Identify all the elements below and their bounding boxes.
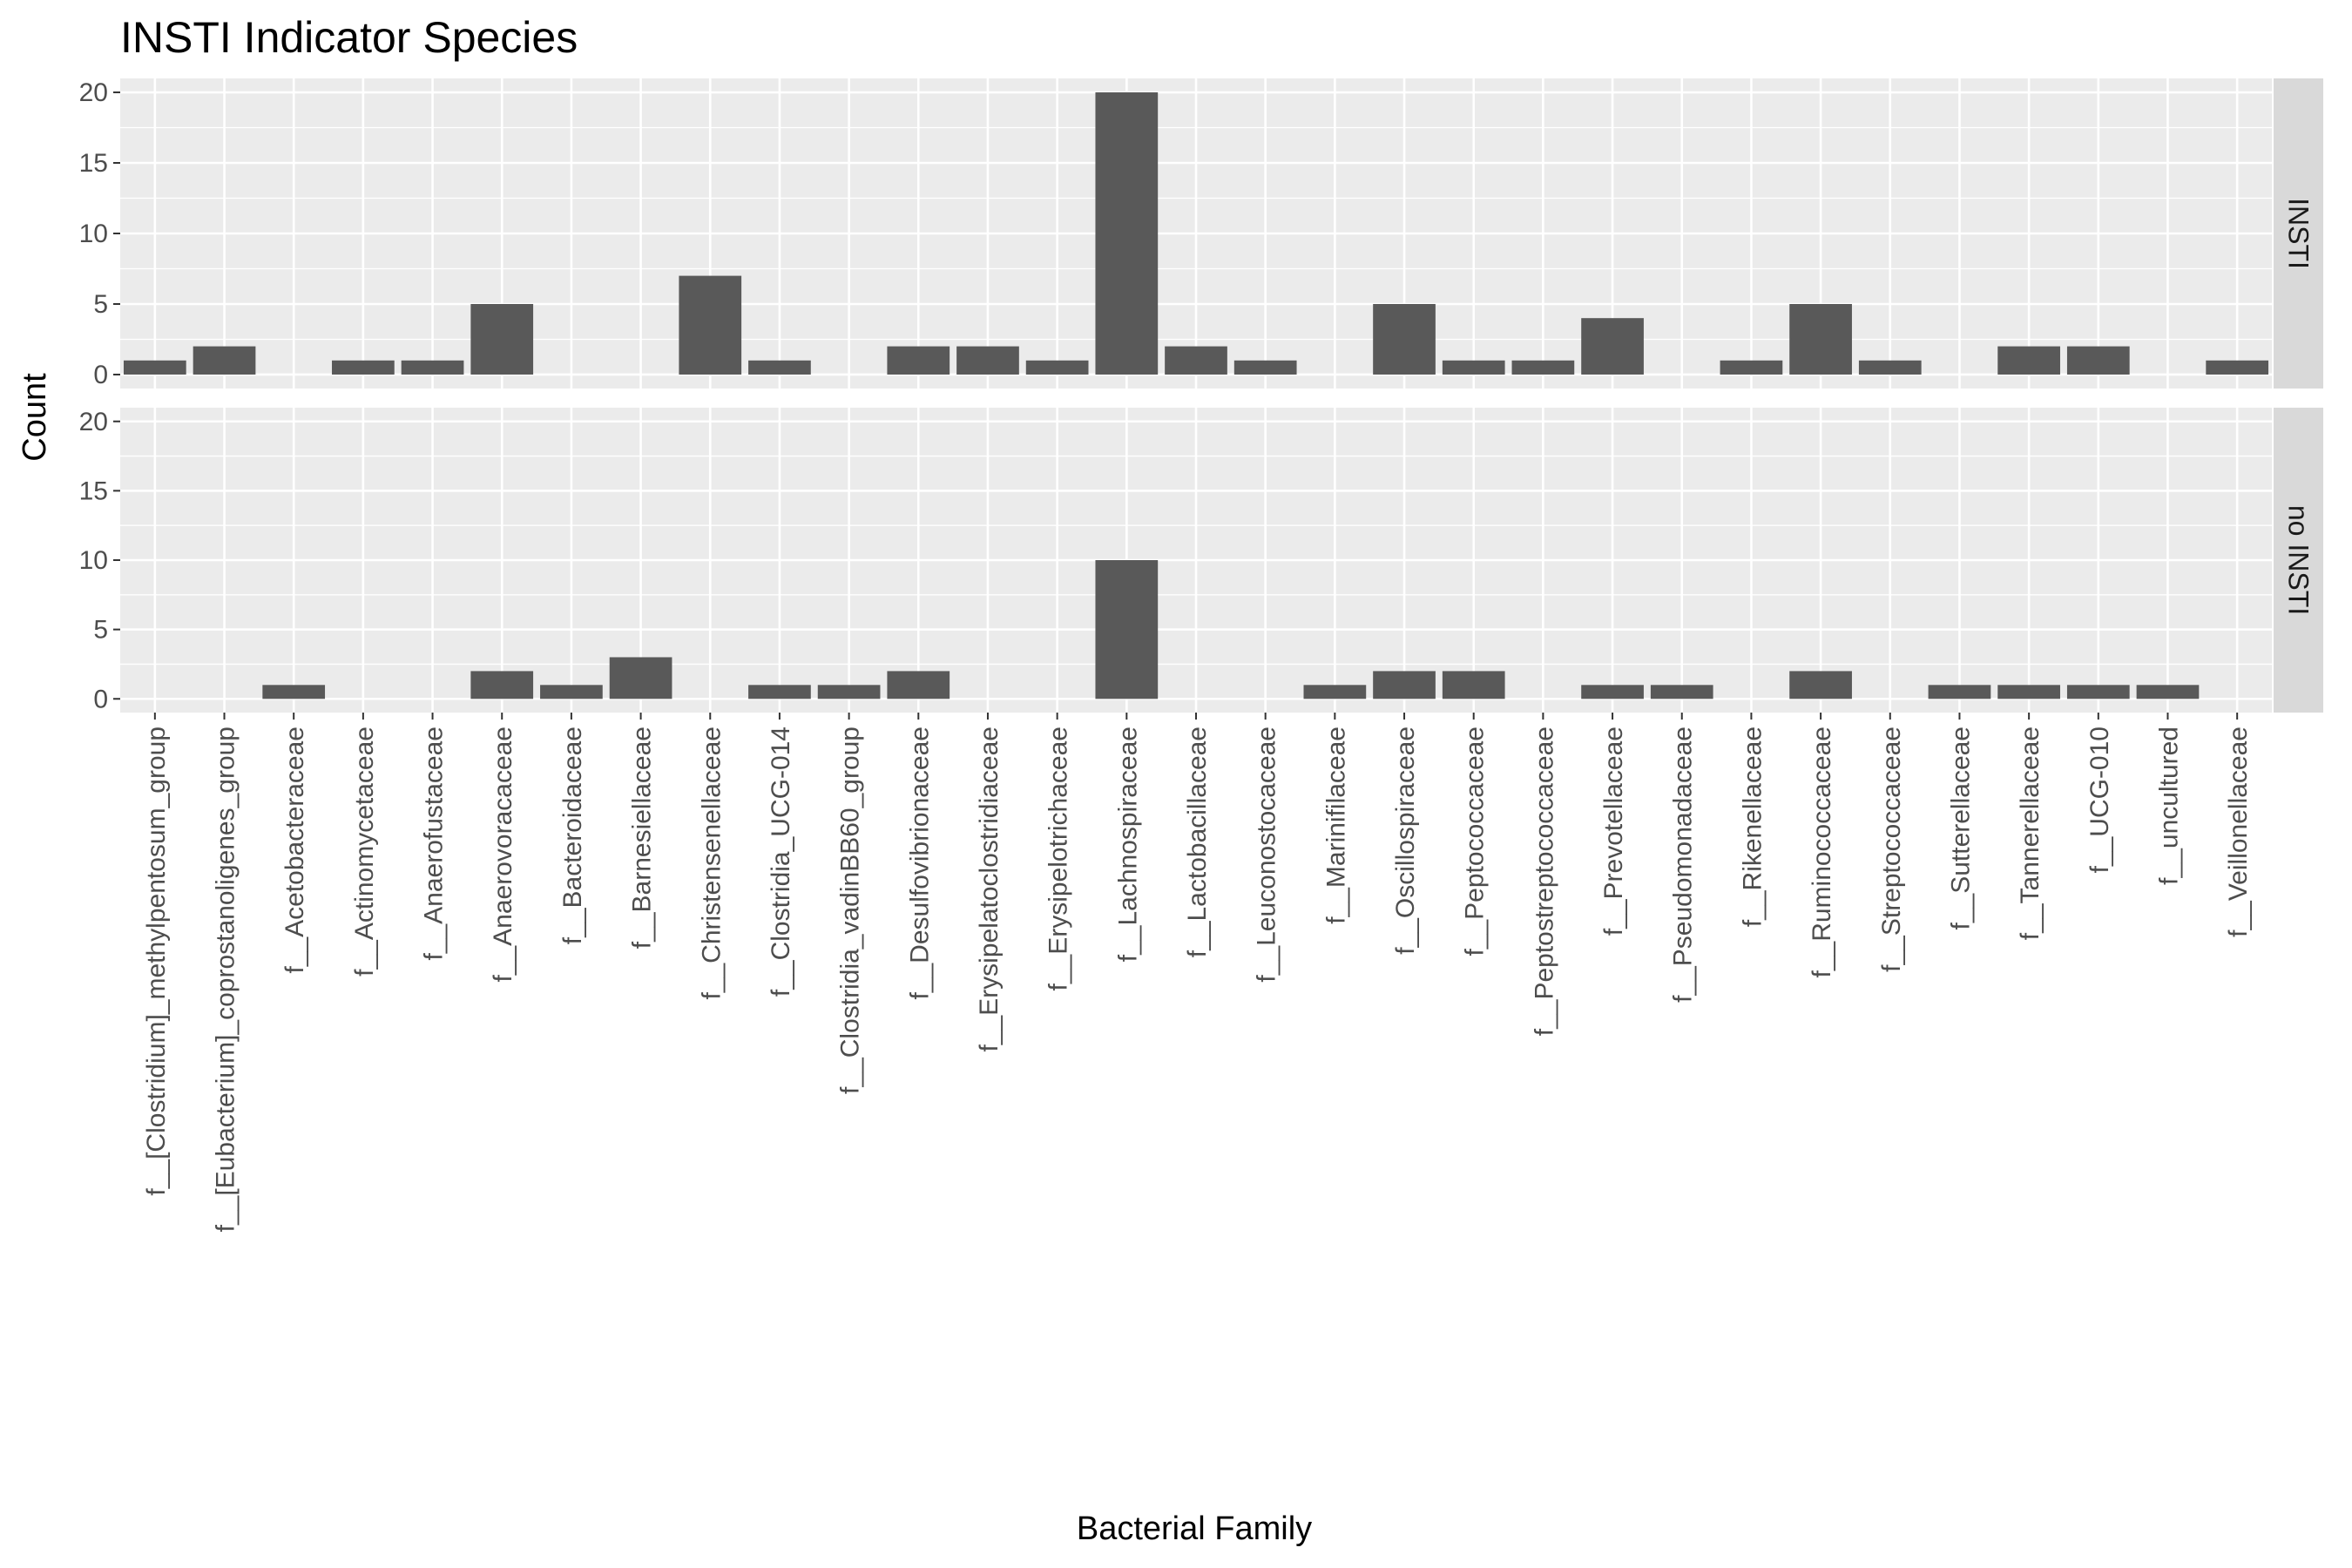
- bar-insti: [1025, 360, 1089, 375]
- x-tick-label: f__Marinifilaceae: [1321, 727, 1350, 924]
- x-tick-label: f__Clostridia_vadinBB60_group: [836, 727, 865, 1094]
- x-tick-label: f__Lachnospiraceae: [1113, 727, 1142, 962]
- bar-no-insti: [1928, 685, 1991, 700]
- facet-strip: [2274, 78, 2323, 389]
- bar-insti: [1789, 303, 1852, 375]
- y-tick-label: 10: [79, 546, 108, 575]
- bar-no-insti: [609, 657, 672, 700]
- x-tick-label: f__Veillonellaceae: [2224, 727, 2253, 937]
- x-tick-label: f__Clostridia_UCG-014: [767, 727, 795, 997]
- x-tick-label: f__Desulfovibrionaceae: [905, 727, 934, 1000]
- bar-no-insti: [887, 671, 950, 700]
- facet-strip: [2274, 408, 2323, 713]
- x-tick-label: f__[Eubacterium]_coprostanoligenes_group: [212, 727, 240, 1232]
- y-tick-label: 5: [93, 290, 108, 319]
- x-tick-label: f__Bacteroidaceae: [558, 727, 587, 944]
- x-tick-label: f__Leuconostocaceae: [1253, 727, 1281, 983]
- bar-insti: [1858, 360, 1922, 375]
- x-axis-tick-labels: f__[Clostridium]_methylpentosum_group f__…: [142, 713, 2253, 1232]
- y-tick-label: 15: [79, 149, 108, 178]
- bar-insti: [887, 346, 950, 375]
- bar-insti: [679, 275, 742, 375]
- bar-no-insti: [817, 685, 881, 700]
- x-tick-label: f__Barnesiellaceae: [628, 727, 657, 949]
- x-tick-label: f__Actinomycetaceae: [350, 727, 379, 977]
- x-tick-label: f__Acetobacteraceae: [280, 727, 309, 974]
- x-tick-label: f__Oscillospiraceae: [1391, 727, 1420, 955]
- x-tick-label: f__UCG-010: [2085, 727, 2114, 873]
- y-tick-label: 10: [79, 220, 108, 248]
- x-axis-title: Bacterial Family: [1077, 1511, 1312, 1547]
- bar-no-insti: [1095, 560, 1159, 700]
- x-tick-label: f__Tannerellaceae: [2016, 727, 2044, 940]
- bar-insti: [1095, 92, 1159, 375]
- x-tick-label: f__Sutterellaceae: [1946, 727, 1975, 930]
- x-tick-label: f__Anaerovoracaceae: [489, 727, 517, 983]
- x-tick-label: f__Pseudomonadaceae: [1669, 727, 1698, 1003]
- x-tick-label: f__Lactobacillaceae: [1183, 727, 1212, 957]
- facet-panel: 0 5 10 15 20 no INSTI: [79, 408, 2323, 713]
- x-tick-label: f__Streptococcaceae: [1877, 727, 1906, 972]
- bar-no-insti: [1997, 685, 2060, 700]
- bar-no-insti: [540, 685, 603, 700]
- bar-no-insti: [470, 671, 534, 700]
- bar-insti: [1442, 360, 1505, 375]
- x-tick-label: f__Ruminococcaceae: [1808, 727, 1836, 978]
- facet-strip-label: INSTI: [2283, 198, 2315, 269]
- bar-no-insti: [2066, 685, 2130, 700]
- bar-insti: [1997, 346, 2060, 375]
- bar-insti: [470, 303, 534, 375]
- x-tick-label: f__Rikenellaceae: [1738, 727, 1767, 927]
- bar-insti: [956, 346, 1019, 375]
- bar-no-insti: [1303, 685, 1367, 700]
- bar-insti: [2066, 346, 2130, 375]
- bar-no-insti: [748, 685, 811, 700]
- bar-insti: [1720, 360, 1783, 375]
- y-axis-title: Count: [17, 373, 53, 462]
- bar-insti: [2206, 360, 2269, 375]
- y-tick-label: 0: [93, 361, 108, 389]
- bar-no-insti: [262, 685, 326, 700]
- y-tick-label: 20: [79, 408, 108, 436]
- chart-title: INSTI Indicator Species: [120, 13, 578, 62]
- bar-insti: [1373, 303, 1436, 375]
- bar-insti: [1581, 318, 1644, 375]
- x-tick-label: f__[Clostridium]_methylpentosum_group: [142, 727, 171, 1196]
- bar-insti: [1511, 360, 1575, 375]
- x-tick-label: f__Erysipelotrichaceae: [1044, 727, 1073, 991]
- facet-strip-label: no INSTI: [2283, 505, 2315, 615]
- bar-insti: [1165, 346, 1227, 375]
- bar-insti: [748, 360, 811, 375]
- bar-insti: [1233, 360, 1297, 375]
- y-tick-label: 5: [93, 616, 108, 645]
- bar-no-insti: [2136, 685, 2200, 700]
- x-tick-label: f__Prevotellaceae: [1599, 727, 1628, 936]
- x-tick-label: f__Peptostreptococcaceae: [1530, 727, 1558, 1036]
- bar-no-insti: [1789, 671, 1852, 700]
- x-tick-label: f__Christensenellaceae: [697, 727, 726, 1000]
- x-tick-label: f__uncultured: [2154, 727, 2183, 885]
- bar-insti: [193, 346, 256, 375]
- bar-insti: [401, 360, 464, 375]
- bar-insti: [332, 360, 395, 375]
- facet-panel: 0 5 10 15 20 INSTI: [79, 78, 2323, 389]
- facet-panels: 0 5 10 15 20 INSTI 0 5 10 15 20 no INSTI: [79, 78, 2323, 713]
- y-tick-label: 15: [79, 476, 108, 505]
- bar-no-insti: [1442, 671, 1505, 700]
- y-tick-label: 20: [79, 78, 108, 107]
- bar-no-insti: [1581, 685, 1644, 700]
- bar-no-insti: [1650, 685, 1713, 700]
- x-tick-label: f__Peptococcaceae: [1461, 727, 1490, 956]
- bar-insti: [123, 360, 186, 375]
- y-tick-label: 0: [93, 685, 108, 713]
- x-tick-label: f__Erysipelatoclostridiaceae: [975, 727, 1004, 1052]
- bar-no-insti: [1373, 671, 1436, 700]
- x-tick-label: f__Anaerofustaceae: [420, 727, 449, 961]
